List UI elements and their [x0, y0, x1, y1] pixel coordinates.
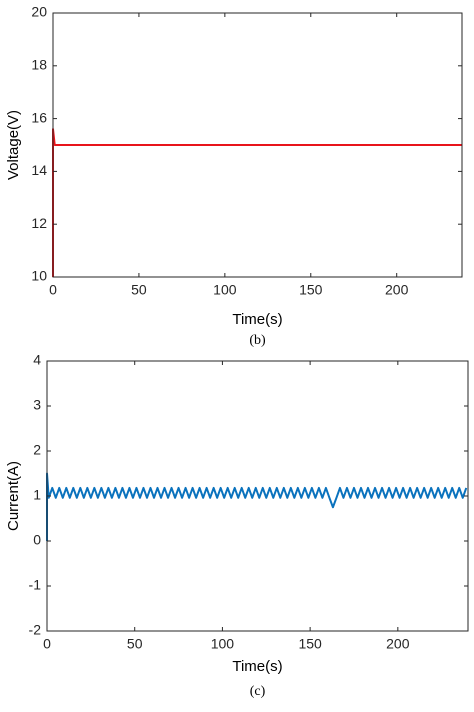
y-tick-label: -2 [29, 622, 42, 638]
x-tick-label: 150 [298, 636, 322, 652]
plot-area [47, 361, 468, 631]
y-tick-label: 20 [31, 4, 47, 20]
y-tick-label: -1 [29, 577, 42, 593]
x-tick-label: 100 [211, 636, 235, 652]
x-axis-label: Time(s) [232, 311, 282, 328]
y-axis-label: Current(A) [5, 461, 22, 531]
axes-box [52, 12, 463, 278]
y-tick-label: 3 [33, 397, 41, 413]
y-tick-label: 1 [33, 487, 41, 503]
x-tick-label: 200 [385, 282, 409, 298]
x-tick-label: 50 [127, 636, 143, 652]
y-tick-label: 10 [31, 268, 47, 284]
y-tick-label: 0 [33, 532, 41, 548]
y-axis-label: Voltage(V) [5, 110, 22, 180]
y-tick-label: 12 [31, 215, 47, 231]
y-tick-label: 2 [33, 442, 41, 458]
data-line [46, 472, 468, 541]
x-tick-label: 0 [43, 636, 51, 652]
y-tick-label: 14 [31, 162, 47, 178]
x-tick-label: 200 [386, 636, 410, 652]
caption: (c) [250, 684, 266, 699]
x-axis-label: Time(s) [232, 658, 282, 675]
caption: (b) [249, 333, 266, 348]
x-tick-label: 50 [131, 282, 147, 298]
y-tick-label: 18 [31, 57, 47, 73]
x-tick-label: 150 [299, 282, 323, 298]
x-tick-label: 0 [49, 282, 57, 298]
y-tick-label: 4 [33, 352, 41, 368]
x-tick-label: 100 [213, 282, 237, 298]
y-tick-label: 16 [31, 109, 47, 125]
